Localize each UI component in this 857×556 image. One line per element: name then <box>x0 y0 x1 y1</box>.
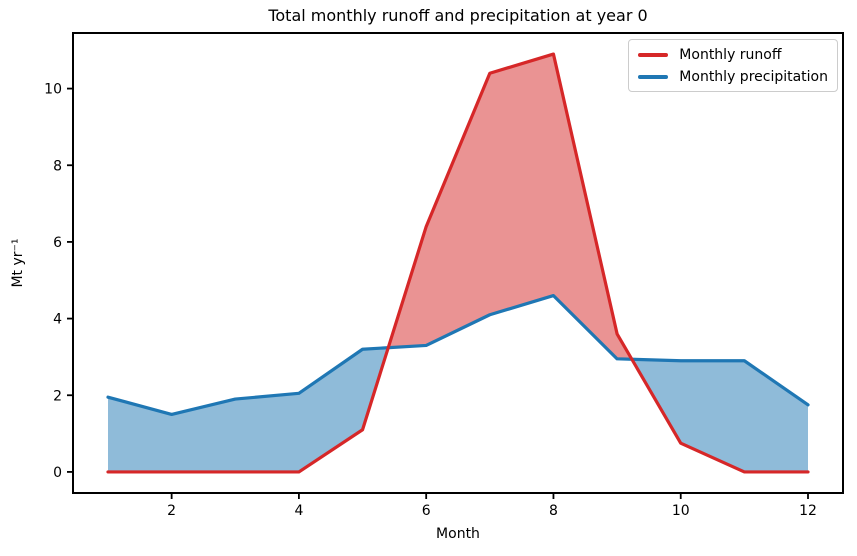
y-tick-label: 6 <box>53 235 62 251</box>
series-lines <box>106 52 810 474</box>
x-axis-label: Month <box>436 526 480 542</box>
y-tick-label: 0 <box>53 465 62 481</box>
x-tick-label: 4 <box>294 503 303 519</box>
x-tick-label: 10 <box>672 503 690 519</box>
x-tick-label: 2 <box>167 503 176 519</box>
y-tick-label: 10 <box>44 82 62 98</box>
legend-item-runoff: Monthly runoff <box>638 46 828 63</box>
x-tick-label: 12 <box>799 503 817 519</box>
x-axis-ticks: 2 4 6 8 10 12 <box>167 493 817 519</box>
legend-item-precipitation: Monthly precipitation <box>638 68 828 85</box>
y-axis-ticks: 0 2 4 6 8 10 <box>44 82 73 481</box>
precipitation-line-swatch <box>638 74 669 79</box>
y-tick-label: 2 <box>53 388 62 404</box>
plot-frame <box>72 32 844 494</box>
runoff-fill-area <box>388 54 632 360</box>
precipitation-line <box>106 293 810 417</box>
legend-label-runoff: Monthly runoff <box>679 46 782 63</box>
legend: Monthly runoff Monthly precipitation <box>628 39 838 92</box>
runoff-line <box>106 52 810 474</box>
y-tick-label: 8 <box>53 158 62 174</box>
precipitation-fill-area <box>631 359 808 472</box>
y-tick-label: 4 <box>53 312 62 328</box>
legend-label-precipitation: Monthly precipitation <box>679 68 828 85</box>
chart-title: Total monthly runoff and precipitation a… <box>268 6 648 25</box>
x-tick-label: 8 <box>549 503 558 519</box>
runoff-line-swatch <box>638 52 669 57</box>
y-axis-label: Mt yr⁻¹ <box>10 238 26 288</box>
precipitation-fill-area <box>108 347 389 472</box>
x-tick-label: 6 <box>422 503 431 519</box>
fill-areas <box>108 54 808 472</box>
